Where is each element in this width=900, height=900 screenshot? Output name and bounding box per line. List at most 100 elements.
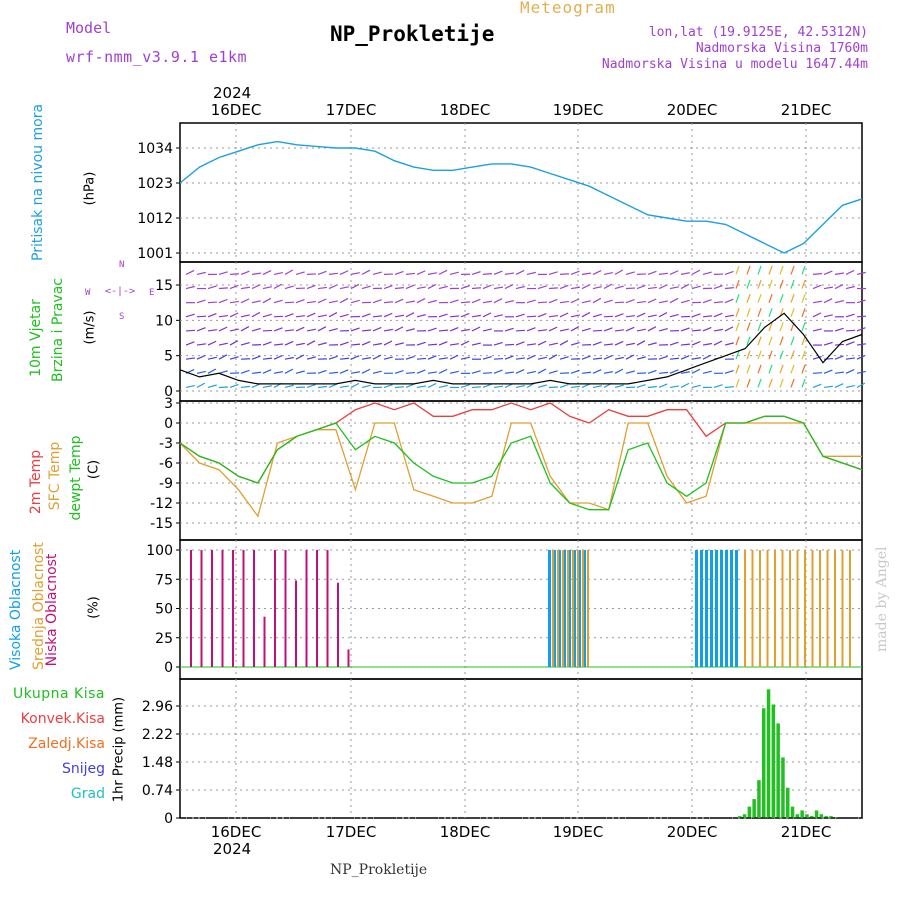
wind-arrow-1-593 bbox=[592, 369, 602, 374]
low-cloud-bar-13 bbox=[326, 550, 329, 667]
wind-arrow-8-846 bbox=[845, 269, 855, 275]
wind-arrow-7-835 bbox=[834, 284, 844, 290]
wind-arrow-2-186 bbox=[185, 357, 195, 360]
wind-arrow-0-637 bbox=[636, 383, 646, 389]
wind-arrow-2-285 bbox=[284, 356, 294, 360]
wind-arrow-6-670 bbox=[669, 297, 679, 304]
wind-arrow-8-769 bbox=[768, 265, 773, 275]
xtick-bottom-2: 18DEC bbox=[440, 823, 491, 841]
wind-arrow-6-461 bbox=[460, 301, 471, 304]
xtick-bottom-5: 21DEC bbox=[781, 823, 832, 841]
compass-n: N bbox=[119, 260, 125, 270]
wind-arrow-4-549 bbox=[548, 326, 558, 332]
wind-arrow-8-626 bbox=[625, 271, 635, 275]
wind-arrow-0-340 bbox=[339, 385, 349, 389]
precip-bar-3 bbox=[752, 799, 756, 818]
wind-arrow-2-296 bbox=[295, 354, 305, 360]
wind-arrow-5-461 bbox=[460, 312, 470, 318]
wind-arrow-0-593 bbox=[592, 385, 602, 389]
wind-arrow-0-417 bbox=[416, 385, 426, 389]
high-cloud-bar-a-1 bbox=[553, 550, 556, 667]
wind-arrow-3-274 bbox=[273, 343, 284, 346]
wind-arrow-3-362 bbox=[361, 340, 371, 346]
low-cloud-bar-11 bbox=[305, 550, 308, 667]
high-cloud-bar-a-4 bbox=[568, 550, 571, 667]
wind-arrow-7-384 bbox=[383, 285, 393, 290]
wind-arrow-2-560 bbox=[559, 356, 569, 360]
low-cloud-bar-5 bbox=[242, 550, 245, 667]
wind-arrow-3-307 bbox=[306, 340, 316, 346]
wind-arrow-0-813 bbox=[812, 383, 822, 389]
wind-arrow-5-549 bbox=[548, 314, 558, 318]
wind-arrow-2-637 bbox=[636, 356, 646, 360]
wind-arrow-6-725 bbox=[724, 298, 734, 304]
wind-arrow-8-329 bbox=[328, 272, 339, 275]
wind-arrow-8-659 bbox=[658, 272, 669, 275]
wind-arrow-1-780 bbox=[779, 364, 784, 374]
wind-arrow-5-527 bbox=[526, 315, 537, 318]
wind-arrow-3-461 bbox=[460, 340, 470, 346]
wind-arrow-5-615 bbox=[614, 313, 624, 318]
mid-cloud-bar-a-5 bbox=[577, 550, 579, 667]
wind-arrow-7-505 bbox=[504, 284, 514, 290]
wind-arrow-3-703 bbox=[702, 342, 712, 346]
wind-arrow-3-263 bbox=[262, 341, 272, 346]
low-cloud-bar-8 bbox=[274, 550, 276, 667]
meteogram-label: Meteogram bbox=[520, 0, 616, 17]
wind-arrow-3-296 bbox=[295, 342, 305, 346]
compass-cross: <-|-> bbox=[105, 286, 136, 297]
wind-arrow-5-450 bbox=[449, 315, 460, 318]
precip-bar-9 bbox=[781, 757, 785, 818]
wind-arrow-1-758 bbox=[757, 364, 762, 374]
wind-arrow-6-747 bbox=[746, 294, 751, 303]
wind-arrow-7-637 bbox=[636, 284, 646, 290]
xtick-top-5: 21DEC bbox=[781, 101, 832, 119]
wind-arrow-2-824 bbox=[823, 357, 834, 360]
wind-arrow-0-241 bbox=[240, 385, 251, 389]
low-cloud-bar-10 bbox=[295, 580, 297, 667]
wind-arrow-3-758 bbox=[757, 336, 762, 346]
wind-arrow-2-659 bbox=[658, 355, 668, 360]
wind-arrow-6-703 bbox=[702, 299, 712, 304]
mid-cloud-bar-a-3 bbox=[567, 550, 569, 667]
wind-arrow-5-395 bbox=[394, 314, 404, 318]
precip-bar-19 bbox=[829, 816, 833, 818]
wind-arrow-8-648 bbox=[647, 270, 657, 275]
wind-arrow-4-725 bbox=[724, 326, 734, 332]
model-name: wrf-nmm_v3.9.1 e1km bbox=[66, 48, 248, 66]
wind-arrow-4-780 bbox=[779, 322, 784, 332]
mid-cloud-bar-b-14 bbox=[849, 550, 851, 667]
low-cloud-bar-15 bbox=[347, 649, 350, 667]
wind-arrow-2-747 bbox=[746, 350, 751, 360]
wind-arrow-2-791 bbox=[790, 350, 795, 360]
wind-arrow-7-670 bbox=[669, 286, 679, 290]
wind-arrow-5-593 bbox=[592, 313, 602, 318]
wind-arrow-1-428 bbox=[427, 371, 437, 374]
wind-arrow-6-406 bbox=[405, 300, 415, 304]
wind-arrow-1-450 bbox=[449, 370, 459, 374]
wind-arrow-6-230 bbox=[229, 300, 239, 304]
wind-arrow-1-681 bbox=[680, 371, 690, 374]
wind-arrow-4-362 bbox=[361, 329, 372, 332]
ytick-label-3-3: 75 bbox=[155, 572, 173, 588]
mid-cloud-bar-b-13 bbox=[841, 550, 844, 667]
mid-cloud-bar-b-11 bbox=[826, 550, 829, 667]
wind-arrow-7-582 bbox=[581, 284, 591, 290]
wind-arrow-3-769 bbox=[768, 336, 773, 346]
wind-arrow-8-703 bbox=[702, 271, 712, 275]
high-cloud-bar-a-0 bbox=[548, 550, 551, 667]
wind-arrow-4-637 bbox=[636, 328, 646, 332]
wind-arrow-2-274 bbox=[273, 354, 283, 360]
wind-arrow-1-769 bbox=[768, 364, 773, 374]
wind-arrow-3-230 bbox=[229, 340, 239, 346]
wind-arrow-8-692 bbox=[691, 269, 701, 275]
wind-arrow-4-571 bbox=[570, 326, 580, 332]
wind-arrow-0-483 bbox=[482, 383, 492, 389]
wind-arrow-8-252 bbox=[251, 272, 261, 275]
wind-arrow-1-505 bbox=[504, 371, 514, 374]
wind-arrow-5-670 bbox=[669, 313, 679, 318]
wind-arrow-4-648 bbox=[647, 326, 657, 332]
wind-arrow-2-802 bbox=[801, 350, 806, 360]
precip-bar-2 bbox=[747, 806, 752, 818]
wind-arrow-5-230 bbox=[229, 312, 239, 318]
